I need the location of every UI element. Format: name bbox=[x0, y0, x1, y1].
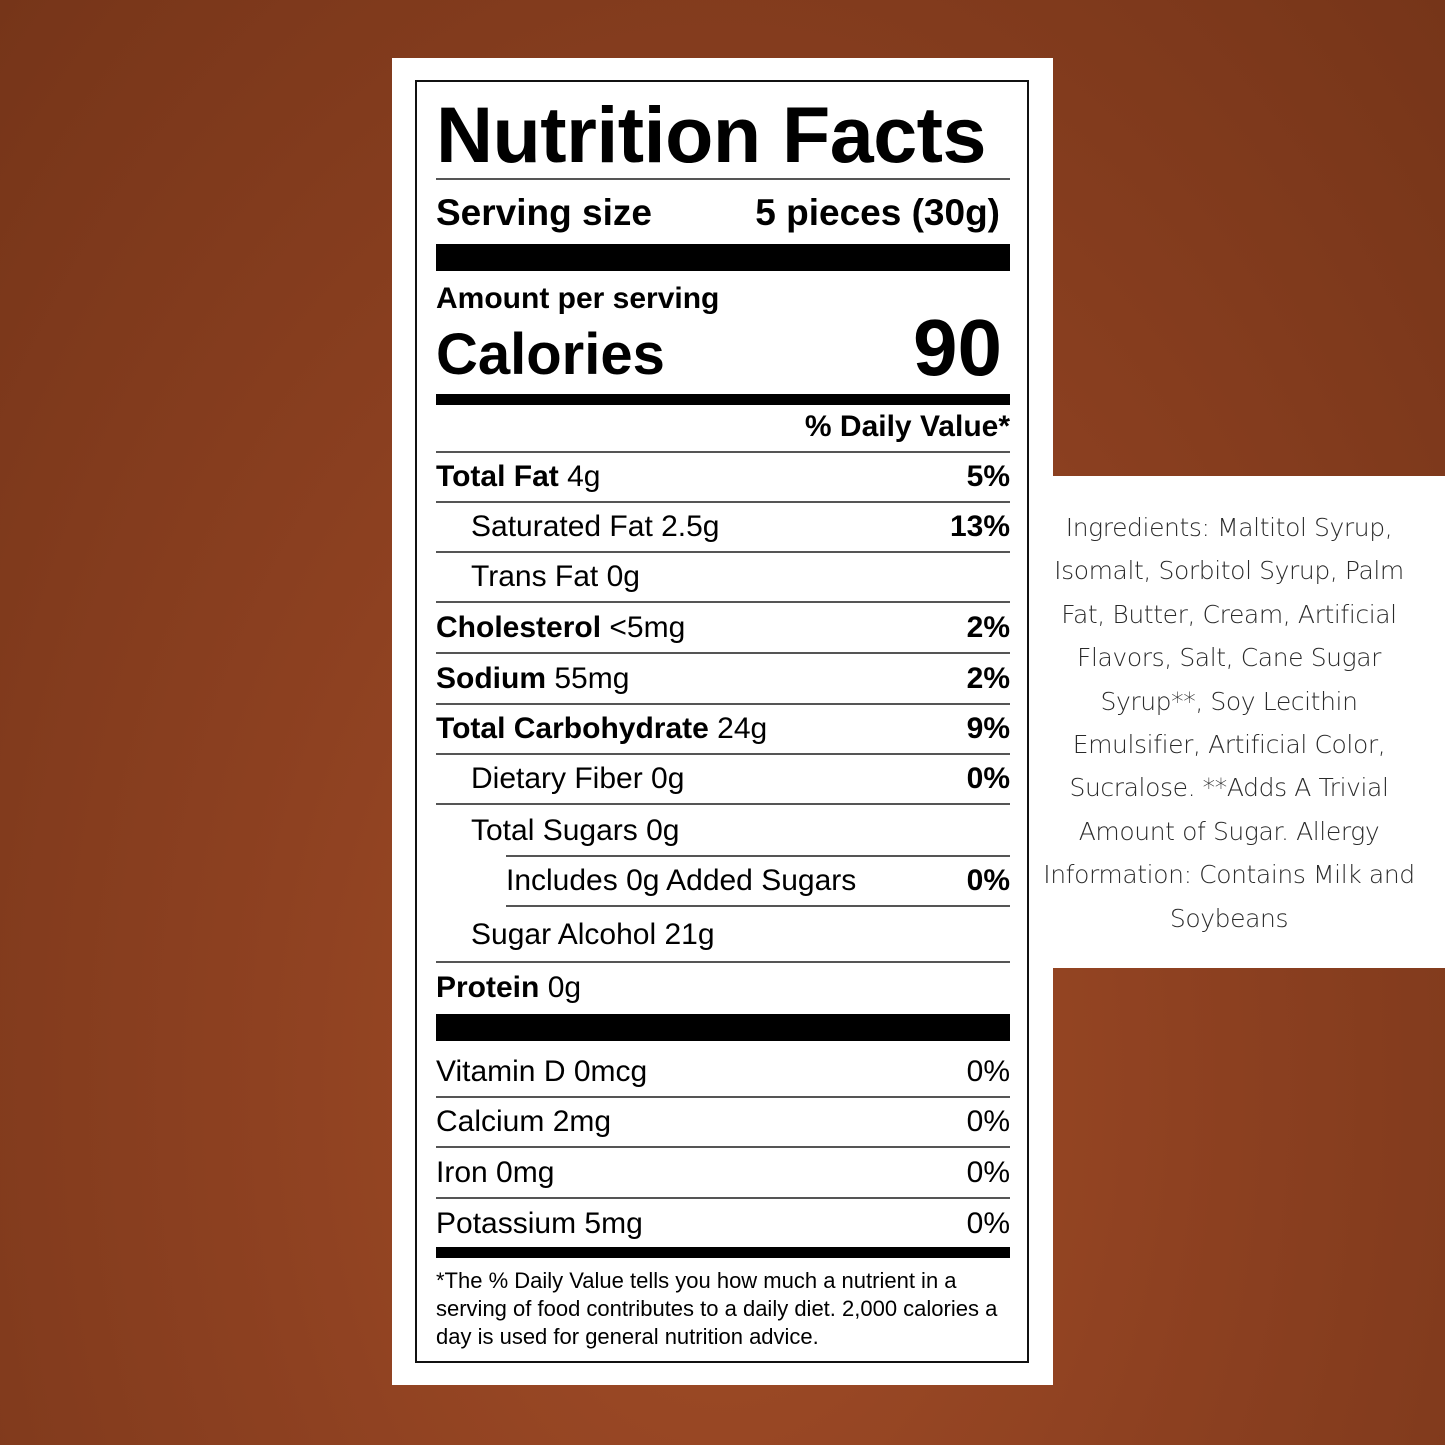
ingredients-panel: Ingredients: Maltitol Syrup, Isomalt, So… bbox=[1043, 476, 1445, 968]
nutrient-row-dietary-fiber: Dietary Fiber 0g 0% bbox=[436, 755, 1010, 805]
ingredients-text: Ingredients: Maltitol Syrup, Isomalt, So… bbox=[1043, 513, 1415, 933]
nutrient-row-added-sugars: Includes 0g Added Sugars 0% bbox=[506, 857, 1010, 907]
serving-size-label: Serving size bbox=[436, 192, 652, 233]
vitamin-row-potassium: Potassium 5mg 0% bbox=[436, 1207, 1010, 1240]
thick-divider bbox=[436, 244, 1010, 271]
vitamin-row-vitamin-d: Vitamin D 0mcg 0% bbox=[436, 1048, 1010, 1098]
amount-per-serving: Amount per serving bbox=[436, 282, 720, 315]
nutrient-row-total-fat: Total Fat 4g 5% bbox=[436, 453, 1010, 503]
divider bbox=[436, 451, 1010, 453]
nutrient-row-cholesterol: Cholesterol <5mg 2% bbox=[436, 604, 1010, 654]
thick-divider bbox=[436, 1014, 1010, 1041]
serving-size: Serving size 5 pieces (30g) bbox=[436, 190, 1010, 236]
nutrient-row-protein: Protein 0g bbox=[436, 971, 582, 1004]
footnote: *The % Daily Value tells you how much a … bbox=[436, 1268, 998, 1349]
serving-size-value: 5 pieces (30g) bbox=[755, 192, 1000, 233]
nutrient-row-total-sugars: Total Sugars 0g bbox=[471, 814, 680, 847]
calories-value: 90 bbox=[913, 303, 1002, 392]
nutrient-row-trans-fat: Trans Fat 0g bbox=[436, 553, 1010, 603]
calories: Calories 90 bbox=[436, 303, 1010, 392]
divider bbox=[506, 855, 1010, 857]
vitamin-row-iron: Iron 0mg 0% bbox=[436, 1149, 1010, 1199]
thick-divider bbox=[436, 1247, 1010, 1258]
label-title: Nutrition Facts bbox=[436, 90, 986, 179]
calories-label: Calories bbox=[436, 322, 665, 387]
nutrient-row-total-carbohydrate: Total Carbohydrate 24g 9% bbox=[436, 705, 1010, 755]
nutrient-row-sugar-alcohol: Sugar Alcohol 21g bbox=[436, 909, 1010, 963]
nutrient-row-sodium: Sodium 55mg 2% bbox=[436, 655, 1010, 705]
daily-value-header: % Daily Value* bbox=[804, 410, 1010, 443]
nutrition-facts-label: Nutrition Facts Serving size 5 pieces (3… bbox=[415, 80, 1029, 1363]
divider bbox=[436, 178, 1010, 180]
thick-divider bbox=[436, 394, 1010, 405]
vitamin-row-calcium: Calcium 2mg 0% bbox=[436, 1098, 1010, 1148]
nutrient-row-saturated-fat: Saturated Fat 2.5g 13% bbox=[436, 503, 1010, 553]
